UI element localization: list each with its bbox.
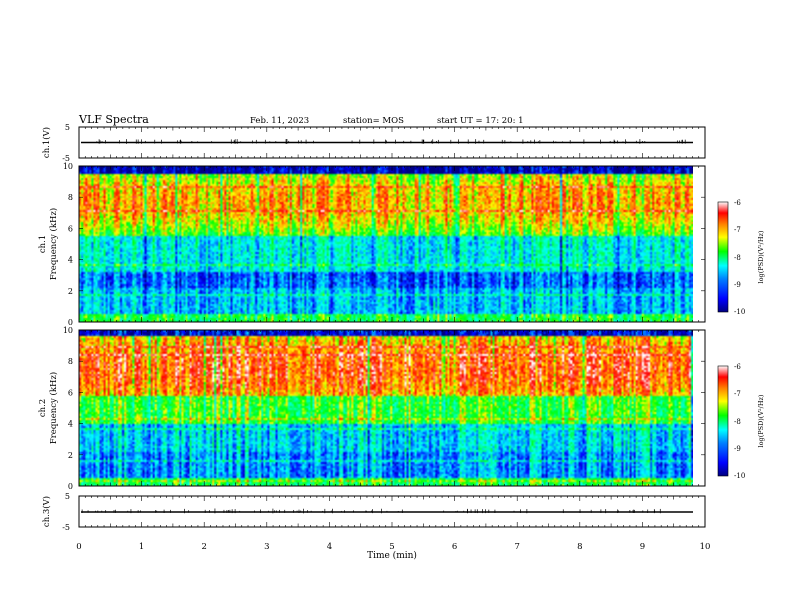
x-tick-label: 1 [139, 542, 144, 552]
figure-title: VLF Spectra [78, 113, 149, 126]
x-tick-label: 7 [514, 542, 519, 552]
freq-tick-label: 2 [68, 451, 73, 460]
ch2-colorbar-tick-m6: -6 [734, 363, 741, 371]
ch1-waveform-ticks [78, 127, 706, 158]
freq-tick-label: 10 [63, 162, 73, 171]
freq-tick-label: 0 [68, 318, 73, 327]
ch1-waveform-ylabel: ch.1(V) [41, 127, 52, 158]
ch1-colorbar: -6 -7 -8 -9 -10 log(PSD)(V²/Hz) [717, 199, 765, 316]
freq-tick-label: 2 [68, 287, 73, 296]
station-label: station= MOS [343, 116, 404, 126]
ch3-waveform-ytick-bottom: -5 [62, 523, 70, 532]
x-tick-label: 3 [264, 542, 269, 552]
ch1-spectrogram-panel: 0 2 4 6 8 10 ch.1 Frequency (kHz) -6 -7 -8 -9… [38, 162, 765, 327]
freq-tick-label: 8 [68, 193, 73, 202]
date-label: Feb. 11, 2023 [250, 116, 309, 126]
x-axis-label: Time (min) [367, 550, 417, 561]
ch2-colorbar: -6 -7 -8 -9 -10 log(PSD)(V²/Hz) [717, 363, 765, 480]
ch3-waveform-panel: 5 -5 ch.3(V) 0 1 2 3 4 5 6 7 8 9 10 Time (min) [41, 492, 710, 561]
x-tick-label: 5 [389, 542, 394, 552]
ch1-colorbar-tick-m6: -6 [734, 199, 741, 207]
x-tick-label: 4 [327, 542, 332, 552]
ch1-waveform-panel: 5 -5 ch.1(V) [41, 123, 706, 163]
x-tick-label: 10 [700, 542, 711, 552]
ch3-waveform-ytick-top: 5 [65, 492, 70, 501]
freq-tick-label: 6 [68, 224, 73, 233]
ch2-colorbar-tick-m8: -8 [734, 418, 741, 426]
x-axis-tick-labels: 0 1 2 3 4 5 6 7 8 9 10 [76, 542, 710, 552]
ch3-waveform-ticks [78, 496, 706, 527]
freq-tick-label: 8 [68, 357, 73, 366]
ch2-spectrogram-ticks: 0 2 4 6 8 10 [63, 326, 706, 491]
ch2-colorbar-gradient [717, 365, 729, 477]
ch2-spectrogram-panel: 0 2 4 6 8 10 ch.2 Frequency (kHz) -6 -7 -8 -9… [38, 326, 765, 491]
ch3-waveform-ylabel: ch.3(V) [41, 496, 52, 527]
freq-tick-label: 4 [68, 256, 73, 265]
ch1-waveform-ytick-top: 5 [65, 123, 70, 132]
x-tick-label: 0 [76, 542, 81, 552]
ch1-waveform-ytick-bottom: -5 [62, 154, 70, 163]
ch1-spectrogram-image [79, 166, 693, 322]
freq-tick-label: 6 [68, 388, 73, 397]
ch1-spectrogram-ticks: 0 2 4 6 8 10 [63, 162, 706, 327]
ch1-colorbar-label: log(PSD)(V²/Hz) [757, 230, 765, 283]
x-tick-label: 6 [452, 542, 457, 552]
ch2-freq-label: Frequency (kHz) [48, 372, 59, 444]
ch1-colorbar-tick-m10: -10 [734, 308, 745, 316]
ch2-colorbar-label: log(PSD)(V²/Hz) [757, 394, 765, 447]
ch1-freq-label-ch: ch.1 [38, 235, 48, 253]
start-time-label: start UT = 17: 20: 1 [437, 116, 524, 126]
freq-tick-label: 0 [68, 482, 73, 491]
ch1-waveform-spikes [96, 139, 686, 144]
ch1-freq-label: Frequency (kHz) [48, 208, 59, 280]
freq-tick-label: 10 [63, 326, 73, 335]
x-tick-label: 9 [640, 542, 645, 552]
ch1-colorbar-gradient [717, 201, 729, 313]
ch1-colorbar-tick-m9: -9 [734, 281, 741, 289]
ch2-spectrogram-image [79, 330, 693, 486]
ch3-waveform-spikes [81, 508, 661, 514]
ch2-colorbar-tick-m10: -10 [734, 472, 745, 480]
freq-tick-label: 4 [68, 420, 73, 429]
x-tick-label: 2 [201, 542, 206, 552]
ch2-colorbar-tick-m7: -7 [734, 390, 741, 398]
ch1-colorbar-tick-m8: -8 [734, 254, 741, 262]
ch1-colorbar-tick-m7: -7 [734, 226, 741, 234]
x-tick-label: 8 [577, 542, 582, 552]
ch2-freq-label-ch: ch.2 [38, 399, 48, 417]
ch2-colorbar-tick-m9: -9 [734, 445, 741, 453]
